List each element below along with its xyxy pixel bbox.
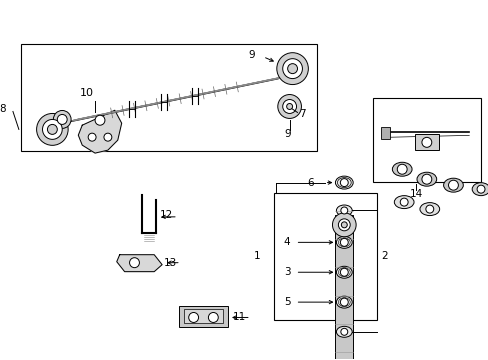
Circle shape [282,99,296,113]
Ellipse shape [336,266,351,278]
Bar [335,215,352,360]
Bar [380,127,389,139]
Ellipse shape [393,195,413,208]
Circle shape [340,268,347,276]
Circle shape [88,133,96,141]
Circle shape [282,59,302,78]
Bar [21,44,317,151]
Ellipse shape [336,296,351,308]
Bar [183,310,223,323]
Circle shape [476,185,484,193]
Circle shape [340,238,347,246]
Circle shape [332,213,355,237]
Circle shape [276,53,308,85]
Text: 7: 7 [299,109,305,120]
Circle shape [340,179,347,186]
Circle shape [53,111,71,129]
Circle shape [447,180,457,190]
Ellipse shape [471,183,488,195]
Ellipse shape [391,162,411,176]
Ellipse shape [336,326,351,337]
Text: 9: 9 [284,129,291,139]
Circle shape [338,219,349,231]
Text: 12: 12 [160,210,173,220]
Text: 13: 13 [164,258,177,268]
Circle shape [340,207,347,214]
Circle shape [57,114,67,125]
Ellipse shape [335,176,352,189]
Circle shape [399,198,407,206]
Circle shape [421,138,431,147]
Circle shape [129,258,139,268]
Circle shape [286,103,292,109]
Ellipse shape [443,178,462,192]
Circle shape [208,312,218,323]
Bar [340,342,347,360]
Text: 3: 3 [283,267,290,277]
Polygon shape [117,255,162,272]
Text: 1: 1 [253,251,260,261]
Circle shape [341,222,346,228]
Circle shape [95,115,105,125]
Ellipse shape [336,205,351,216]
Bar [179,306,228,328]
Ellipse shape [419,203,439,216]
Circle shape [188,312,198,323]
Circle shape [277,95,301,118]
Text: 2: 2 [381,251,387,261]
Text: 9: 9 [248,50,254,60]
Circle shape [425,205,433,213]
Circle shape [287,64,297,73]
Circle shape [340,328,347,335]
Circle shape [37,113,68,145]
Circle shape [421,174,431,184]
Circle shape [47,125,57,134]
Polygon shape [78,110,122,153]
Text: 4: 4 [283,237,290,247]
Circle shape [104,133,112,141]
Bar [414,134,438,150]
Circle shape [42,120,62,139]
Ellipse shape [416,172,436,186]
Circle shape [340,298,347,306]
Text: 8: 8 [0,104,6,114]
Bar [273,193,377,320]
Text: 11: 11 [233,312,246,323]
Text: 5: 5 [283,297,290,307]
Text: 6: 6 [306,177,313,188]
Text: 14: 14 [408,189,422,199]
Text: 10: 10 [80,88,94,98]
Circle shape [396,164,407,174]
Bar [372,98,480,182]
Ellipse shape [336,237,351,248]
